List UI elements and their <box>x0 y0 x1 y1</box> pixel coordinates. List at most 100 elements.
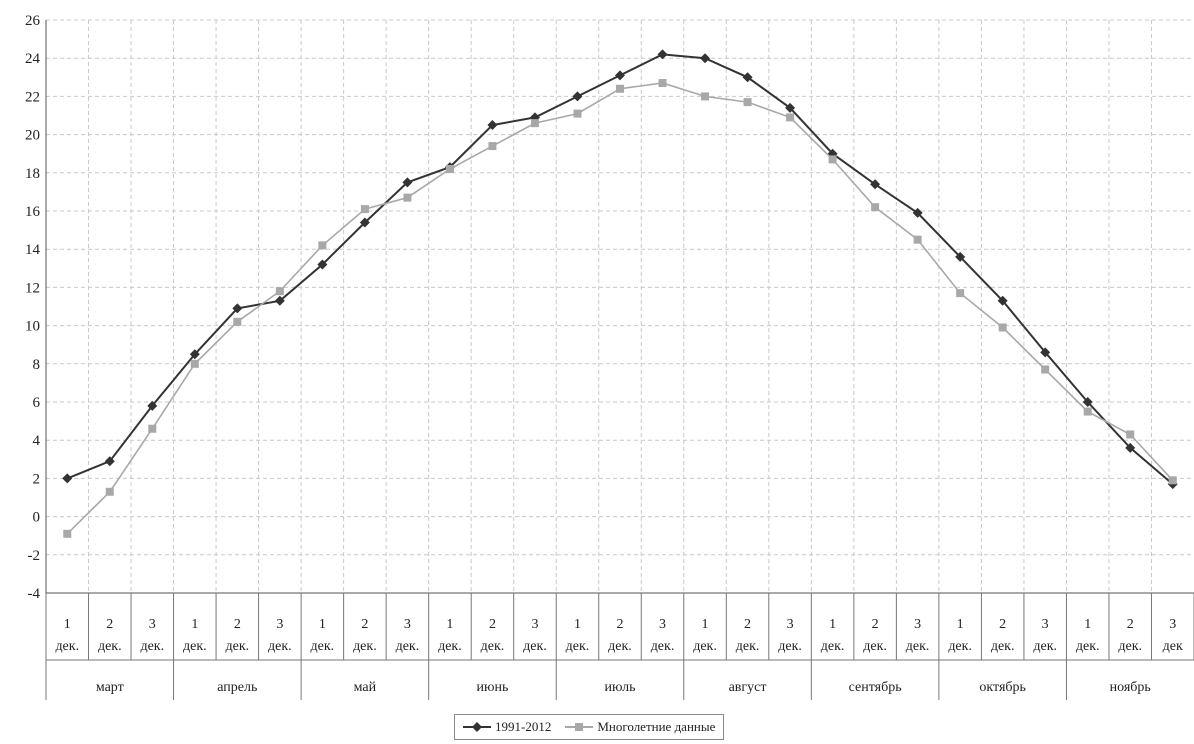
data-point <box>403 193 412 202</box>
x-tick-month: май <box>354 680 377 695</box>
data-point <box>997 295 1008 306</box>
data-point <box>148 424 157 433</box>
data-point <box>530 119 539 128</box>
x-tick-unit: дек. <box>226 639 250 654</box>
data-point <box>317 259 328 270</box>
data-point <box>1125 442 1136 453</box>
data-point <box>233 317 242 326</box>
y-tick-label: 14 <box>25 242 41 258</box>
x-tick-decade: 3 <box>914 617 921 632</box>
x-tick-month: август <box>729 680 767 695</box>
x-tick-month: июль <box>605 680 636 695</box>
data-point <box>487 120 498 131</box>
data-point <box>232 303 243 314</box>
data-point <box>828 155 837 164</box>
data-point <box>445 164 454 173</box>
x-tick-decade: 1 <box>829 617 836 632</box>
diamond-marker-icon <box>463 722 491 732</box>
y-tick-label: -4 <box>28 586 41 602</box>
data-point <box>189 349 200 360</box>
x-tick-month: июнь <box>477 680 509 695</box>
x-tick-decade: 2 <box>999 617 1006 632</box>
x-tick-decade: 1 <box>1084 617 1091 632</box>
y-tick-label: -2 <box>28 548 41 564</box>
x-tick-unit: дек. <box>566 639 590 654</box>
x-tick-unit: дек. <box>396 639 420 654</box>
square-marker-icon <box>565 723 594 731</box>
y-tick-label: 4 <box>33 433 41 449</box>
x-tick-decade: 3 <box>787 617 794 632</box>
data-point <box>62 473 73 484</box>
x-tick-month: сентябрь <box>849 680 902 695</box>
data-point <box>912 207 923 218</box>
legend-label: 1991-2012 <box>495 719 552 734</box>
y-tick-label: 2 <box>33 471 41 487</box>
data-point <box>275 287 284 296</box>
data-point <box>1082 397 1093 407</box>
y-tick-label: 18 <box>25 166 40 182</box>
x-tick-unit: дек. <box>353 639 377 654</box>
x-tick-unit: дек. <box>98 639 122 654</box>
x-tick-decade: 2 <box>234 617 241 632</box>
x-tick-decade: 1 <box>957 617 964 632</box>
x-tick-unit: дек. <box>608 639 632 654</box>
x-tick-unit: дек. <box>268 639 292 654</box>
data-point <box>1040 347 1051 358</box>
x-tick-decade: 2 <box>489 617 496 632</box>
y-tick-label: 26 <box>25 13 41 29</box>
data-point <box>318 241 327 250</box>
data-point <box>63 529 72 538</box>
x-tick-unit: дек. <box>1076 639 1100 654</box>
x-tick-unit: дек. <box>1033 639 1057 654</box>
x-tick-decade: 3 <box>276 617 283 632</box>
x-tick-decade: 2 <box>1127 617 1134 632</box>
data-point <box>616 84 624 93</box>
data-point <box>190 359 199 368</box>
data-point <box>658 79 667 88</box>
x-tick-unit: дек. <box>140 639 164 654</box>
y-tick-label: 22 <box>25 89 40 105</box>
x-tick-unit: дек. <box>183 639 207 654</box>
x-tick-unit: дек. <box>991 639 1015 654</box>
data-point <box>742 72 753 83</box>
x-tick-decade: 1 <box>446 617 453 632</box>
y-tick-label: 0 <box>33 510 41 526</box>
x-tick-decade: 3 <box>149 617 156 632</box>
x-tick-decade: 3 <box>404 617 411 632</box>
series-layer <box>62 49 1178 538</box>
data-point <box>1083 407 1092 416</box>
x-tick-decade: 1 <box>64 617 71 632</box>
x-tick-decade: 1 <box>702 617 709 632</box>
data-point <box>104 456 115 467</box>
x-tick-decade: 3 <box>1169 617 1176 632</box>
x-tick-unit: дек. <box>651 639 675 654</box>
y-tick-label: 10 <box>25 319 40 335</box>
data-point <box>360 205 369 214</box>
data-point <box>572 91 583 102</box>
data-point <box>359 217 370 228</box>
y-tick-label: 16 <box>25 204 41 220</box>
data-point <box>615 70 625 81</box>
data-point <box>955 251 966 262</box>
x-tick-month: апрель <box>217 680 257 695</box>
data-point <box>147 400 158 411</box>
y-tick-label: 8 <box>33 357 41 373</box>
y-tick-label: 24 <box>25 51 41 67</box>
x-tick-unit: дек. <box>863 639 887 654</box>
x-tick-decade: 2 <box>872 617 879 632</box>
data-point <box>786 113 795 122</box>
x-tick-decade: 1 <box>191 617 198 632</box>
x-tick-unit: дек. <box>1118 639 1142 654</box>
data-point <box>657 49 668 60</box>
legend-item: Многолетние данные <box>565 719 715 735</box>
data-point <box>1168 476 1177 485</box>
x-tick-month: октябрь <box>979 680 1026 695</box>
x-tick-month: март <box>96 680 124 695</box>
legend-item: 1991-2012 <box>463 719 551 735</box>
x-tick-unit: дек. <box>693 639 717 654</box>
data-point <box>913 235 922 244</box>
x-tick-decade: 2 <box>617 617 624 632</box>
x-tick-unit: дек. <box>906 639 930 654</box>
y-tick-label: 6 <box>33 395 41 411</box>
